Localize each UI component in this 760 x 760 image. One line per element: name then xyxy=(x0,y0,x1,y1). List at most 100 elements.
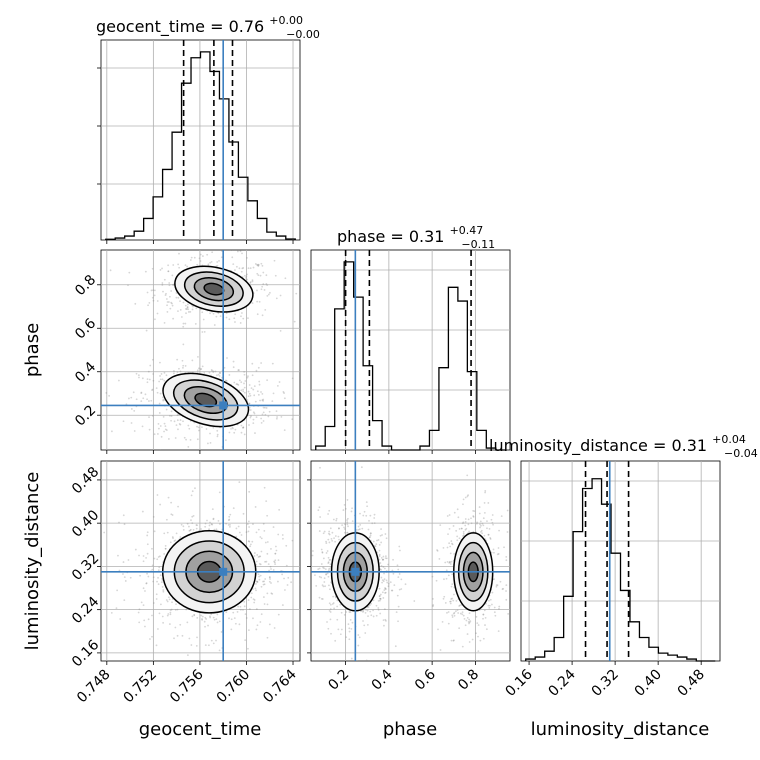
scatter-point xyxy=(278,381,281,383)
scatter-point xyxy=(248,629,250,632)
scatter-point xyxy=(451,597,454,600)
scatter-point xyxy=(167,496,170,499)
scatter-point xyxy=(204,616,207,619)
scatter-point xyxy=(145,582,148,585)
scatter-point xyxy=(171,274,174,277)
scatter-point xyxy=(151,568,154,571)
scatter-point xyxy=(346,521,349,524)
scatter-point xyxy=(238,623,241,626)
scatter-point xyxy=(234,269,236,271)
scatter-point xyxy=(244,613,247,616)
scatter-point xyxy=(490,551,493,554)
scatter-point xyxy=(195,527,198,530)
scatter-point xyxy=(223,366,226,369)
scatter-point xyxy=(240,381,243,384)
scatter-point xyxy=(464,524,467,527)
scatter-point xyxy=(396,564,399,567)
scatter-point xyxy=(168,282,171,284)
scatter-point xyxy=(257,274,260,277)
scatter-point xyxy=(230,628,233,631)
scatter-point xyxy=(229,525,231,528)
scatter-point xyxy=(152,602,155,604)
truth-marker xyxy=(219,401,228,410)
scatter-point xyxy=(268,291,271,294)
scatter-point xyxy=(329,618,332,621)
scatter-point xyxy=(165,374,168,377)
scatter-point xyxy=(170,501,173,504)
scatter-point xyxy=(506,531,509,533)
scatter-point xyxy=(193,256,196,259)
scatter-point xyxy=(206,519,208,522)
scatter-point xyxy=(240,431,243,434)
scatter-point xyxy=(431,575,434,578)
scatter-point xyxy=(196,425,198,428)
histogram-step xyxy=(105,51,296,240)
scatter-point xyxy=(249,543,252,546)
scatter-point xyxy=(159,269,162,271)
scatter-point xyxy=(251,280,254,283)
scatter-point xyxy=(332,595,335,598)
scatter-point xyxy=(163,371,166,374)
scatter-point xyxy=(351,520,354,523)
scatter-point xyxy=(171,601,173,604)
scatter-point xyxy=(488,604,491,607)
scatter-point xyxy=(359,523,362,526)
scatter-point xyxy=(264,578,267,580)
scatter-point xyxy=(325,573,327,576)
scatter-point xyxy=(384,587,387,590)
title-geocent-time: geocent_time = 0.76 +0.00 −0.00 xyxy=(96,9,320,41)
scatter-point xyxy=(147,304,149,307)
scatter-point xyxy=(172,284,175,286)
scatter-point xyxy=(257,264,260,266)
scatter-point xyxy=(509,659,510,661)
scatter-point xyxy=(367,615,369,618)
scatter-point xyxy=(453,593,455,596)
scatter-point xyxy=(263,289,266,291)
xtick-label-geocent-time: 0.752 xyxy=(121,667,161,707)
scatter-point xyxy=(119,618,122,620)
scatter-point xyxy=(375,604,378,607)
scatter-point xyxy=(295,292,298,295)
scatter-point xyxy=(327,569,330,572)
scatter-point xyxy=(225,380,228,382)
scatter-point xyxy=(191,515,194,518)
scatter-point xyxy=(255,560,258,563)
scatter-point xyxy=(188,525,190,528)
scatter-point xyxy=(253,394,256,397)
scatter-point xyxy=(382,566,385,568)
scatter-point xyxy=(384,618,387,621)
scatter-point xyxy=(465,527,468,530)
scatter-point xyxy=(192,515,195,517)
scatter-point xyxy=(236,383,239,386)
scatter-point xyxy=(467,518,470,521)
scatter-point xyxy=(138,621,141,624)
scatter-point xyxy=(267,415,270,418)
scatter-point xyxy=(187,311,190,313)
scatter-point xyxy=(461,611,464,614)
scatter-point xyxy=(147,575,150,578)
scatter-point xyxy=(453,553,456,555)
scatter-point xyxy=(450,540,453,542)
scatter-point xyxy=(493,606,496,609)
scatter-point xyxy=(283,397,286,400)
scatter-point xyxy=(383,589,386,591)
scatter-point xyxy=(219,523,221,525)
scatter-point xyxy=(364,611,367,614)
scatter-point xyxy=(262,398,265,401)
scatter-point xyxy=(497,630,500,633)
scatter-point xyxy=(451,542,453,545)
scatter-point xyxy=(346,531,349,534)
ytick-label-phase: 0.4 xyxy=(72,359,99,386)
scatter-point xyxy=(350,510,353,513)
scatter-point xyxy=(228,374,231,376)
scatter-point xyxy=(188,427,191,430)
scatter-point xyxy=(251,279,254,282)
scatter-point xyxy=(238,481,241,484)
scatter-point xyxy=(130,422,133,424)
scatter-point xyxy=(460,527,463,530)
scatter-point xyxy=(178,252,180,255)
scatter-point xyxy=(202,318,205,321)
scatter-point xyxy=(186,306,189,309)
scatter-point xyxy=(482,613,485,616)
scatter-point xyxy=(270,592,273,595)
